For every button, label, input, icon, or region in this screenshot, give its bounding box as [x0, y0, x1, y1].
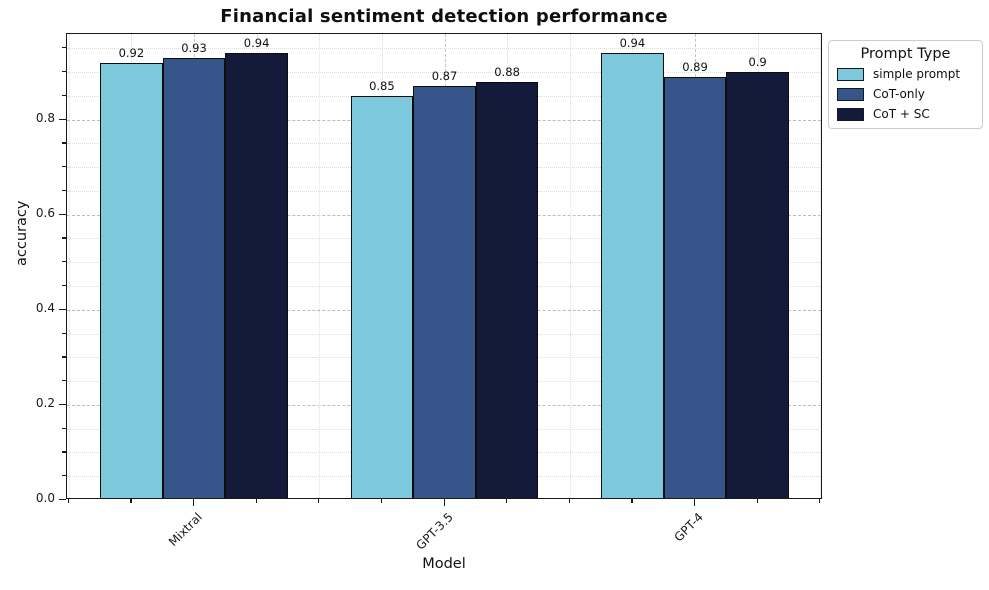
y-minor-tick — [62, 356, 66, 358]
legend-item-cot-sc: CoT + SC — [837, 107, 974, 121]
x-minor-tick — [819, 499, 821, 503]
x-minor-tick — [568, 499, 570, 503]
x-tick-label-gpt-4: GPT-4 — [671, 510, 706, 545]
legend-swatch-simple-prompt — [837, 67, 864, 81]
bar-cot-only-mixtral — [162, 57, 226, 498]
x-minor-tick — [506, 499, 508, 503]
y-minor-tick — [62, 475, 66, 477]
plot-area: 0.92 0.93 0.94 0.85 0.87 0.88 0.94 0.89 0.9 — [66, 33, 822, 499]
minor-gridline-horizontal — [67, 72, 821, 74]
y-major-tick — [59, 403, 66, 406]
minor-gridline-vertical — [820, 34, 821, 498]
legend-item-simple-prompt: simple prompt — [837, 67, 974, 81]
y-tick-label: 0.6 — [35, 205, 55, 220]
x-minor-tick — [318, 499, 320, 503]
x-major-tick — [193, 499, 195, 506]
legend: Prompt Type simple prompt CoT-only CoT + S… — [828, 40, 983, 129]
x-minor-tick — [756, 499, 758, 503]
legend-title: Prompt Type — [860, 46, 951, 62]
bar-simple-prompt-mixtral — [100, 62, 163, 498]
bar-cot-sc-mixtral — [225, 53, 288, 498]
minor-gridline-vertical — [319, 34, 321, 498]
x-axis-label: Model — [422, 556, 466, 572]
bar-value-label: 0.93 — [181, 40, 207, 55]
minor-gridline-vertical — [68, 34, 70, 498]
y-tick-label: 0.8 — [35, 110, 55, 125]
legend-label: CoT + SC — [873, 107, 930, 121]
y-minor-tick — [62, 380, 66, 382]
y-minor-tick — [62, 189, 66, 192]
legend-swatch-cot-sc — [837, 107, 864, 121]
y-tick-label: 0.0 — [35, 491, 55, 505]
y-minor-tick — [62, 237, 66, 239]
y-minor-tick — [62, 47, 66, 49]
y-tick-label: 0.4 — [35, 300, 55, 315]
bar-value-label: 0.9 — [748, 55, 767, 70]
y-minor-tick — [62, 451, 66, 453]
y-minor-tick — [62, 166, 66, 168]
y-minor-tick — [62, 71, 66, 73]
y-major-tick — [59, 213, 66, 215]
y-minor-tick — [62, 427, 66, 429]
bar-value-label: 0.94 — [243, 36, 270, 51]
bar-value-label: 0.89 — [682, 59, 708, 74]
y-minor-tick — [62, 142, 66, 144]
bar-value-label: 0.85 — [369, 78, 395, 93]
bar-value-label: 0.94 — [619, 36, 646, 51]
bar-cot-only-gpt-3-5 — [413, 86, 476, 498]
bar-cot-only-gpt-4 — [663, 76, 727, 498]
x-tick-label-mixtral: Mixtral — [165, 510, 205, 549]
bar-cot-sc-gpt-4 — [726, 72, 789, 498]
bar-simple-prompt-gpt-4 — [601, 53, 664, 498]
bar-cot-sc-gpt-3-5 — [475, 81, 539, 498]
minor-gridline-vertical — [569, 34, 571, 498]
minor-gridline-horizontal — [67, 48, 821, 50]
bar-simple-prompt-gpt-3-5 — [350, 95, 414, 498]
y-major-tick — [59, 118, 66, 120]
x-minor-tick — [631, 499, 633, 503]
x-minor-tick — [255, 499, 257, 503]
bar-value-label: 0.88 — [494, 64, 520, 79]
x-major-tick — [443, 499, 445, 506]
y-major-tick — [59, 499, 66, 501]
x-minor-tick — [67, 499, 69, 503]
legend-label: simple prompt — [873, 67, 961, 81]
x-minor-tick — [380, 499, 383, 503]
y-major-tick — [59, 308, 66, 310]
y-minor-tick — [62, 332, 66, 334]
legend-label: CoT-only — [873, 87, 925, 101]
bar-value-label: 0.92 — [118, 45, 145, 60]
y-tick-label: 0.2 — [35, 395, 55, 410]
x-major-tick — [694, 499, 696, 506]
x-minor-tick — [130, 499, 132, 503]
plot-canvas: 0.92 0.93 0.94 0.85 0.87 0.88 0.94 0.89 0.9 — [67, 34, 821, 498]
chart-title: Financial sentiment detection performanc… — [220, 6, 668, 27]
x-tick-label-gpt-3-5: GPT-3.5 — [412, 510, 456, 553]
y-minor-tick — [62, 261, 66, 263]
y-minor-tick — [62, 285, 66, 287]
legend-items: simple prompt CoT-only CoT + SC — [837, 67, 974, 121]
y-axis-label: accuracy — [14, 200, 30, 266]
y-minor-tick — [62, 94, 66, 96]
legend-swatch-cot-only — [837, 87, 864, 101]
legend-item-cot-only: CoT-only — [837, 87, 974, 101]
bar-value-label: 0.87 — [431, 69, 458, 84]
